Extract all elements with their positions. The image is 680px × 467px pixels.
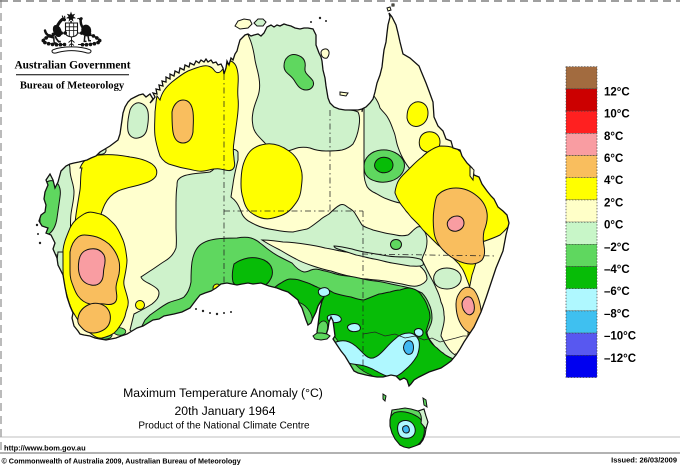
svg-text:12°C: 12°C bbox=[604, 86, 630, 98]
svg-text:http://www.bom.gov.au: http://www.bom.gov.au bbox=[4, 444, 86, 453]
svg-text:Australian Government: Australian Government bbox=[14, 60, 130, 72]
svg-text:–4°C: –4°C bbox=[604, 264, 630, 276]
svg-text:20th January 1964: 20th January 1964 bbox=[175, 404, 276, 418]
svg-text:–8°C: –8°C bbox=[604, 308, 630, 320]
svg-text:Bureau of Meteorology: Bureau of Meteorology bbox=[20, 81, 125, 92]
svg-text:–6°C: –6°C bbox=[604, 286, 630, 298]
svg-text:6°C: 6°C bbox=[604, 153, 623, 165]
svg-text:Product of the National Climat: Product of the National Climate Centre bbox=[138, 421, 310, 432]
svg-text:–10°C: –10°C bbox=[604, 331, 636, 343]
svg-text:Issued: 26/03/2009: Issued: 26/03/2009 bbox=[611, 456, 677, 465]
svg-text:10°C: 10°C bbox=[604, 109, 630, 121]
svg-text:4°C: 4°C bbox=[604, 175, 623, 187]
svg-text:© Commonwealth of Australia 20: © Commonwealth of Australia 2009, Austra… bbox=[2, 457, 241, 466]
svg-text:8°C: 8°C bbox=[604, 131, 623, 143]
svg-text:Maximum Temperature Anomaly (°: Maximum Temperature Anomaly (°C) bbox=[123, 386, 323, 400]
svg-text:–12°C: –12°C bbox=[604, 353, 636, 365]
svg-text:0°C: 0°C bbox=[604, 220, 623, 232]
svg-text:–2°C: –2°C bbox=[604, 242, 630, 254]
svg-text:2°C: 2°C bbox=[604, 197, 623, 209]
